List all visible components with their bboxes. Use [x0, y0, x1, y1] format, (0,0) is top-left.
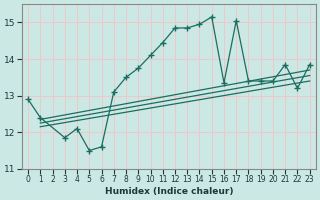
X-axis label: Humidex (Indice chaleur): Humidex (Indice chaleur): [105, 187, 233, 196]
